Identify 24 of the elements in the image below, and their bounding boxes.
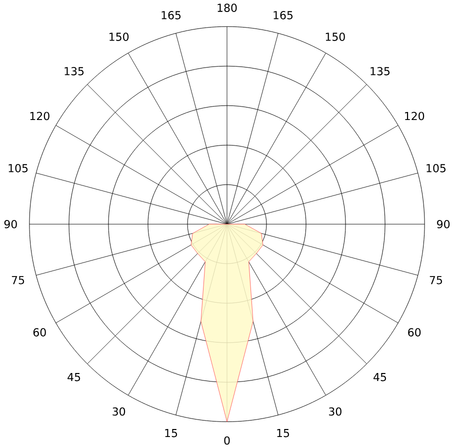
- spoke-label: 30: [112, 407, 126, 416]
- spoke-label: 45: [374, 372, 386, 382]
- spoke-label: 135: [370, 66, 390, 76]
- spoke-label: 150: [326, 32, 345, 41]
- spoke-label: 165: [162, 10, 181, 20]
- spoke-label: 0: [224, 436, 230, 444]
- spoke-label: 120: [405, 112, 424, 120]
- spoke-label: 75: [430, 276, 442, 284]
- spoke-label: 120: [30, 112, 50, 120]
- spoke-label: 45: [68, 372, 80, 382]
- spoke-label: 60: [408, 328, 421, 336]
- spoke-label: 90: [4, 220, 17, 228]
- spoke-label: 15: [277, 428, 290, 438]
- spoke-label: 60: [33, 328, 46, 336]
- spoke-label: 75: [12, 276, 24, 284]
- spoke-label: 15: [165, 428, 178, 438]
- spoke-label: 135: [64, 66, 84, 76]
- spoke-label: 90: [437, 220, 450, 228]
- spoke-label: 180: [218, 4, 237, 12]
- spoke-label: 105: [8, 164, 28, 172]
- spoke-label: 165: [274, 10, 293, 20]
- spoke-label: 30: [329, 407, 342, 416]
- spoke-label: 150: [110, 32, 129, 41]
- spoke-label: 105: [426, 164, 446, 172]
